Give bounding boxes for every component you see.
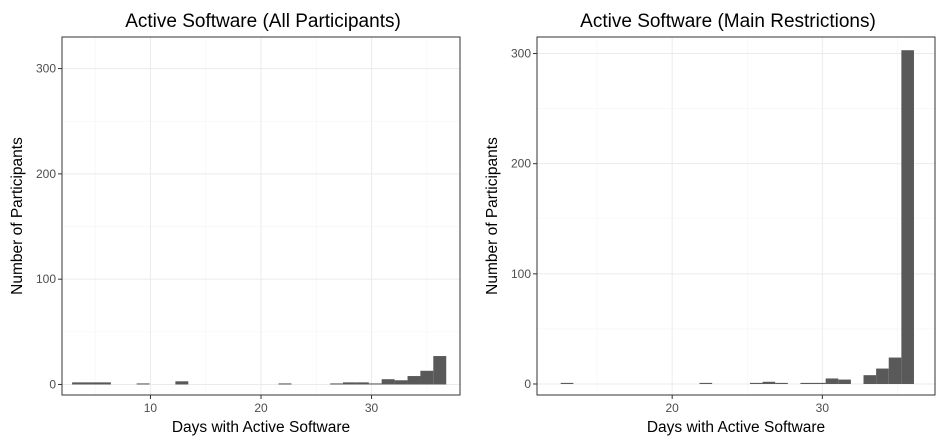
x-axis-title: Days with Active Software <box>172 419 350 436</box>
y-tick-label: 100 <box>36 272 56 286</box>
histogram-bar <box>876 368 889 384</box>
histogram-bar <box>560 382 574 384</box>
y-tick-label: 300 <box>36 62 56 76</box>
chart-panel-2: 0 100 200 300 20 30 Active Software (Main Rest… <box>484 11 936 436</box>
histogram-bar <box>407 376 421 385</box>
y-tick-label: 0 <box>524 377 531 391</box>
histogram-bar <box>355 382 369 385</box>
x-tick-label: 10 <box>144 401 158 415</box>
histogram-bar <box>888 357 902 384</box>
y-tick-label: 300 <box>511 47 531 61</box>
x-tick-label: 30 <box>365 401 379 415</box>
histogram-bar <box>863 375 877 384</box>
x-tick-label: 30 <box>816 401 830 415</box>
y-tick-label: 200 <box>511 157 531 171</box>
histogram-bar <box>97 382 111 385</box>
y-axis-title: Number of Participants <box>484 137 501 295</box>
histogram-bar <box>381 379 395 385</box>
histogram-bar <box>368 383 382 385</box>
y-tick-label: 200 <box>36 167 56 181</box>
histogram-bar <box>699 382 713 384</box>
x-axis-title: Days with Active Software <box>647 419 825 436</box>
histogram-bar <box>278 383 292 385</box>
histogram-bar <box>175 381 189 385</box>
histogram-bar <box>775 382 788 384</box>
histogram-bar <box>749 382 763 384</box>
histogram-bar <box>901 50 914 384</box>
x-tick-label: 20 <box>254 401 268 415</box>
x-tick-label: 20 <box>665 401 679 415</box>
histogram-bar <box>825 378 839 384</box>
chart-panel-1: 0 100 200 300 10 20 30 Active Software (All Par… <box>9 11 461 436</box>
histogram-bar <box>85 382 98 385</box>
histogram-bar <box>342 382 356 385</box>
histogram-bar <box>330 383 344 385</box>
histogram-bar <box>838 379 851 384</box>
histogram-bar <box>394 380 408 385</box>
chart-title: Active Software (Main Restrictions) <box>580 11 876 32</box>
histogram-bar <box>433 356 447 385</box>
panel-border <box>536 36 936 396</box>
y-axis-title: Number of Participants <box>9 137 26 295</box>
y-tick-label: 100 <box>511 267 531 281</box>
histogram-bar <box>813 382 826 384</box>
histogram-bar <box>762 381 776 384</box>
histogram-bar <box>420 370 434 385</box>
chart-title: Active Software (All Participants) <box>125 11 401 32</box>
histogram-bar <box>72 382 86 385</box>
y-tick-label: 0 <box>49 377 56 391</box>
histogram-bar <box>800 382 814 384</box>
histogram-bar <box>136 383 150 385</box>
